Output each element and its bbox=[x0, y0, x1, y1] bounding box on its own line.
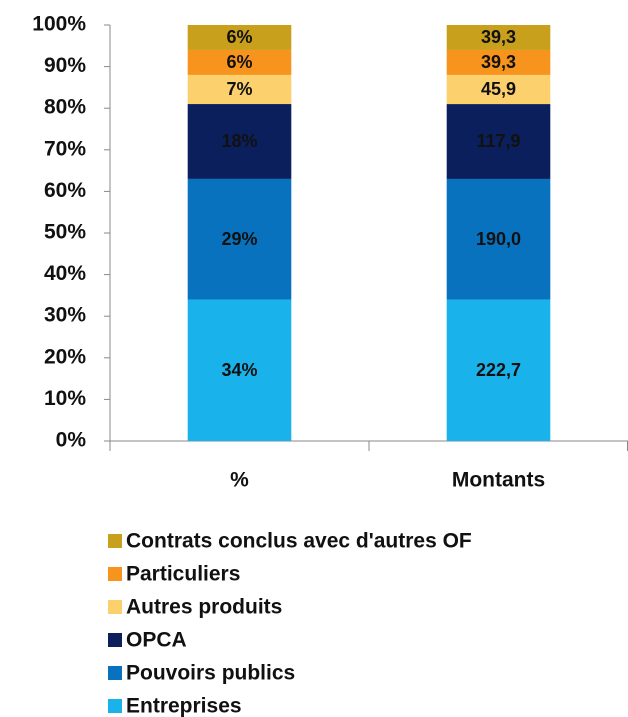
y-tick-label: 50% bbox=[44, 221, 86, 244]
bar-segment bbox=[446, 299, 551, 441]
y-tick-label: 80% bbox=[44, 96, 86, 119]
bar-segment bbox=[446, 74, 551, 105]
bar-segment bbox=[187, 25, 292, 50]
legend-label: Pouvoirs publics bbox=[126, 662, 295, 685]
legend-label: Contrats conclus avec d'autres OF bbox=[126, 530, 472, 553]
value-label: 7% bbox=[226, 79, 252, 99]
legend-label: Autres produits bbox=[126, 596, 282, 619]
legend-label: Particuliers bbox=[126, 563, 240, 586]
value-label: 222,7 bbox=[476, 360, 521, 380]
y-tick-label: 100% bbox=[32, 13, 86, 36]
legend-swatch bbox=[108, 699, 122, 713]
legend-label: OPCA bbox=[126, 629, 187, 652]
bar-segment bbox=[187, 49, 292, 75]
legend-swatch bbox=[108, 534, 122, 548]
legend-swatch bbox=[108, 666, 122, 680]
value-label: 39,3 bbox=[481, 27, 516, 47]
bar-segment bbox=[187, 74, 292, 105]
legend-swatch bbox=[108, 600, 122, 614]
bar-segment bbox=[187, 299, 292, 441]
x-tick-label: % bbox=[230, 469, 249, 492]
value-label: 190,0 bbox=[476, 229, 521, 249]
x-tick-label: Montants bbox=[452, 469, 545, 492]
value-label: 45,9 bbox=[481, 79, 516, 99]
y-tick-label: 60% bbox=[44, 179, 86, 202]
value-label: 6% bbox=[226, 27, 252, 47]
y-tick-label: 30% bbox=[44, 304, 86, 327]
y-tick-label: 70% bbox=[44, 137, 86, 160]
y-tick-label: 0% bbox=[56, 429, 87, 452]
bar-segment bbox=[187, 104, 292, 179]
bar-segment bbox=[446, 104, 551, 179]
bar-segment bbox=[446, 25, 551, 50]
y-tick-label: 40% bbox=[44, 262, 86, 285]
value-label: 39,3 bbox=[481, 52, 516, 72]
legend-swatch bbox=[108, 567, 122, 581]
y-tick-label: 10% bbox=[44, 387, 86, 410]
value-label: 18% bbox=[221, 131, 257, 151]
value-label: 117,9 bbox=[476, 131, 520, 151]
legend-label: Entreprises bbox=[126, 695, 242, 717]
value-label: 6% bbox=[226, 52, 252, 72]
y-tick-label: 90% bbox=[44, 54, 86, 77]
legend-swatch bbox=[108, 633, 122, 647]
bar-segment bbox=[187, 178, 292, 300]
value-label: 29% bbox=[221, 229, 257, 249]
value-label: 34% bbox=[221, 360, 257, 380]
bar-segment bbox=[446, 49, 551, 75]
y-tick-label: 20% bbox=[44, 345, 86, 368]
bar-segment bbox=[446, 178, 551, 300]
